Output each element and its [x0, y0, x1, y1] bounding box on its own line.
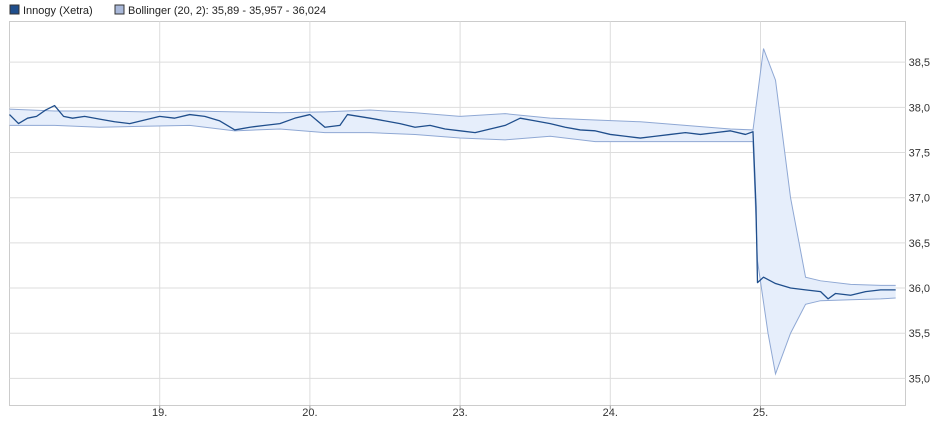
legend-swatch-bollinger [114, 4, 125, 15]
legend-label-bollinger: Bollinger (20, 2): 35,89 - 35,957 - 36,0… [128, 5, 326, 17]
legend: Innogy (Xetra) Bollinger (20, 2): 35,89 … [9, 4, 326, 17]
legend-label-price: Innogy (Xetra) [23, 5, 93, 17]
y-tick-label: 37,5 [909, 148, 930, 160]
x-tick-label: 19. [152, 407, 167, 419]
y-tick-label: 36,5 [909, 238, 930, 250]
x-axis-labels: 19. 20. 23. 24. 25. [152, 407, 768, 419]
y-tick-label: 36,0 [909, 283, 930, 295]
x-tick-label: 23. [452, 407, 467, 419]
x-tick-label: 20. [302, 407, 317, 419]
x-tick-label: 25. [753, 407, 768, 419]
legend-swatch-price [9, 4, 20, 15]
y-tick-label: 38,0 [909, 102, 930, 114]
y-axis-labels: 35,0 35,5 36,0 36,5 37,0 37,5 38,0 38,5 [909, 57, 930, 385]
x-tick-label: 24. [603, 407, 618, 419]
band-upper [9, 48, 896, 286]
price-line [9, 104, 896, 300]
y-tick-label: 37,0 [909, 193, 930, 205]
bollinger-bands [9, 48, 896, 376]
y-tick-label: 35,5 [909, 328, 930, 340]
y-tick-label: 38,5 [909, 57, 930, 69]
price-series [9, 104, 896, 300]
band-lower [9, 124, 896, 376]
y-tick-label: 35,0 [909, 373, 930, 385]
